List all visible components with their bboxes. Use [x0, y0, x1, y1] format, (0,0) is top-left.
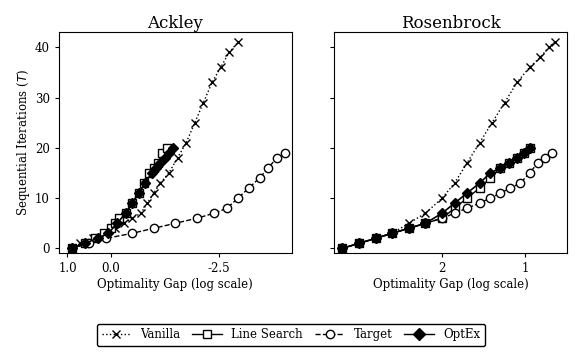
X-axis label: Optimality Gap (log scale): Optimality Gap (log scale) — [98, 278, 253, 291]
X-axis label: Optimality Gap (log scale): Optimality Gap (log scale) — [372, 278, 528, 291]
Title: Ackley: Ackley — [147, 15, 203, 32]
Title: Rosenbrock: Rosenbrock — [400, 15, 501, 32]
Y-axis label: Sequential Iterations ($T$): Sequential Iterations ($T$) — [15, 69, 32, 216]
Legend: Vanilla, Line Search, Target, OptEx: Vanilla, Line Search, Target, OptEx — [97, 323, 485, 346]
